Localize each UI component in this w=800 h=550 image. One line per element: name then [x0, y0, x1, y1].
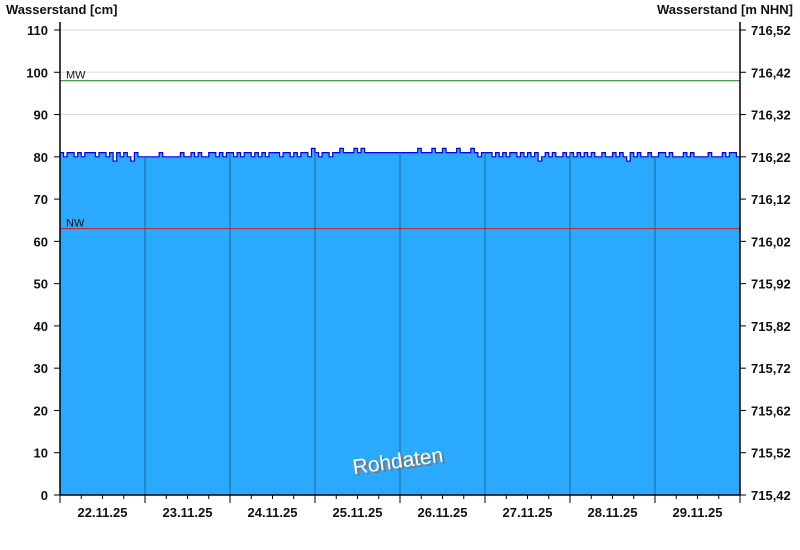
- x-tick-label: 23.11.25: [163, 505, 213, 520]
- reference-label-mw: MW: [66, 70, 86, 82]
- y-tick-label-left: 110: [27, 23, 48, 38]
- y-tick-label-right: 715,82: [751, 319, 791, 334]
- y-tick-label-left: 100: [26, 65, 48, 80]
- y-tick-label-left: 60: [34, 234, 48, 249]
- water-level-line: [60, 147, 740, 162]
- x-tick-label: 28.11.25: [588, 505, 638, 520]
- y-tick-label-left: 70: [34, 192, 48, 207]
- day-lines: [144, 152, 656, 495]
- y-tick-label-right: 716,52: [751, 23, 791, 38]
- y-tick-label-right: 715,92: [751, 277, 791, 292]
- y-tick-label-left: 80: [34, 150, 48, 165]
- y-tick-label-right: 715,72: [751, 361, 791, 376]
- y-tick-label-left: 50: [34, 277, 48, 292]
- y-tick-label-right: 716,22: [751, 150, 791, 165]
- y-tick-label-right: 716,42: [751, 65, 791, 80]
- y-tick-label-right: 715,52: [751, 446, 791, 461]
- y-tick-label-left: 20: [34, 403, 48, 418]
- y-tick-label-right: 715,42: [751, 488, 791, 503]
- y-tick-label-right: 716,32: [751, 108, 791, 123]
- y-tick-label-right: 715,62: [751, 403, 791, 418]
- axes: 0 715,42 10 715,52 20 715,62 30 715,72 40 715,82 5…: [26, 22, 791, 520]
- reference-label-nw: NW: [66, 218, 85, 230]
- x-tick-label: 24.11.25: [248, 505, 298, 520]
- y-tick-label-left: 0: [41, 488, 48, 503]
- x-tick-label: 26.11.25: [418, 505, 468, 520]
- y-axis-title-left: Wasserstand [cm]: [6, 2, 118, 17]
- y-tick-label-right: 716,12: [751, 192, 791, 207]
- y-tick-label-left: 40: [34, 319, 48, 334]
- y-tick-label-left: 10: [34, 446, 48, 461]
- x-tick-label: 27.11.25: [503, 505, 553, 520]
- x-tick-label: 29.11.25: [673, 505, 723, 520]
- y-tick-label-left: 30: [34, 361, 48, 376]
- x-tick-label: 25.11.25: [333, 505, 383, 520]
- x-tick-label: 22.11.25: [78, 505, 128, 520]
- y-tick-label-right: 716,02: [751, 234, 791, 249]
- y-axis-title-right: Wasserstand [m NHN]: [657, 2, 793, 17]
- reference-lines: MW NW: [60, 70, 740, 230]
- y-tick-label-left: 90: [34, 108, 48, 123]
